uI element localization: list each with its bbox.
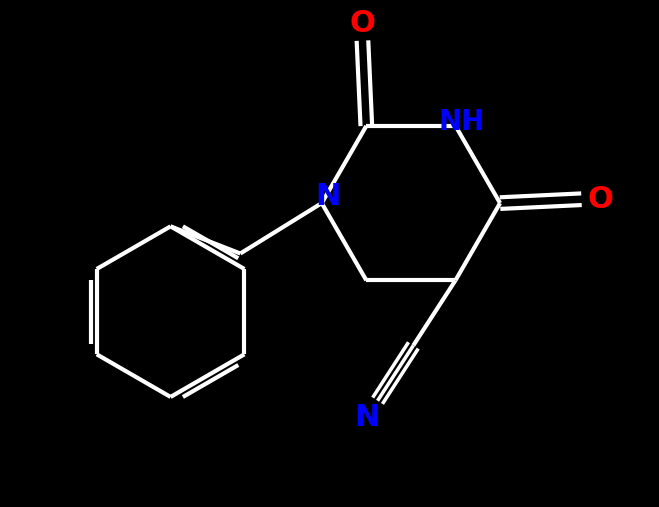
Text: NH: NH (438, 108, 485, 136)
Text: N: N (355, 403, 380, 431)
Text: O: O (349, 9, 376, 38)
Text: N: N (315, 183, 341, 211)
Text: O: O (588, 185, 614, 214)
